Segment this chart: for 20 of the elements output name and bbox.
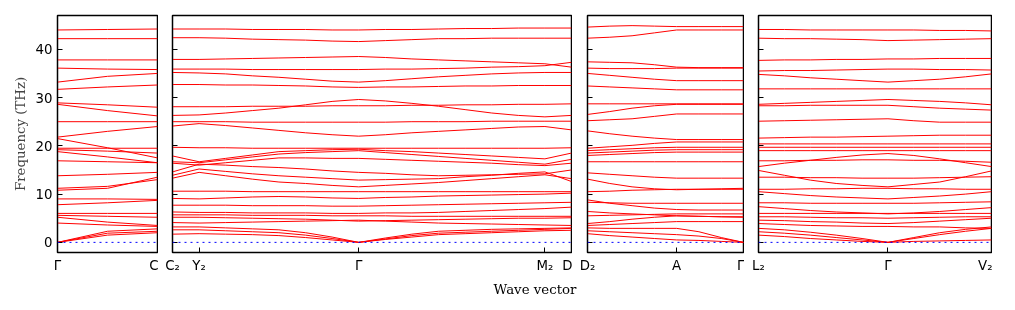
x-tick-label: Γ: [354, 257, 363, 273]
y-axis-title: Frequency (THz): [12, 76, 28, 192]
x-tick-label: Γ: [737, 257, 746, 273]
x-tick-label: D₂: [579, 257, 596, 273]
y-tick-label: 10: [35, 187, 53, 203]
x-tick-label: Y₂: [191, 257, 206, 273]
x-tick-label: Γ: [53, 257, 62, 273]
x-tick-label: M₂: [536, 257, 554, 273]
x-tick-label: C₂: [165, 257, 180, 273]
x-tick-label: Γ: [884, 257, 893, 273]
x-tick-label: V₂: [978, 257, 993, 273]
x-tick-label: C: [149, 257, 159, 273]
y-tick-label: 30: [35, 90, 53, 106]
x-tick-label: D: [562, 257, 573, 273]
y-tick-label: 20: [35, 138, 53, 154]
x-tick-label: L₂: [752, 257, 765, 273]
y-tick-label: 40: [35, 42, 53, 58]
x-axis-title: Wave vector: [493, 281, 577, 299]
x-tick-label: A: [672, 257, 682, 273]
y-tick-label: 0: [44, 235, 53, 251]
